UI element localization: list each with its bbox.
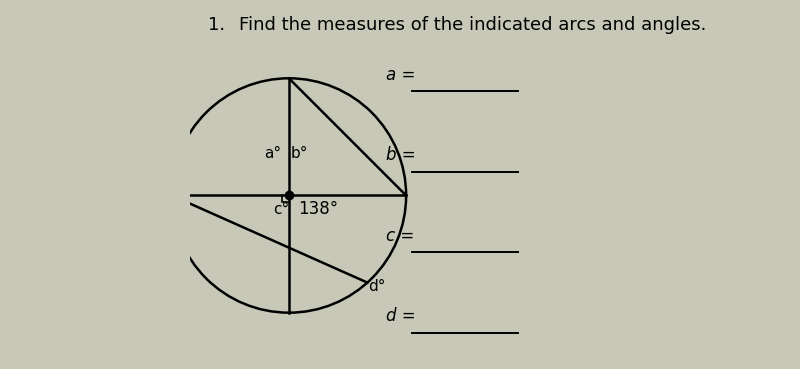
Text: c°: c° bbox=[273, 202, 289, 217]
Text: Find the measures of the indicated arcs and angles.: Find the measures of the indicated arcs … bbox=[239, 16, 707, 34]
Text: a =: a = bbox=[386, 66, 415, 84]
Text: a°: a° bbox=[264, 146, 281, 161]
Text: b =: b = bbox=[386, 146, 416, 164]
Text: d°: d° bbox=[368, 279, 386, 294]
Text: 138°: 138° bbox=[298, 200, 338, 218]
Text: c =: c = bbox=[386, 227, 414, 245]
Text: 1.: 1. bbox=[208, 16, 226, 34]
Text: d =: d = bbox=[386, 307, 416, 325]
Text: b°: b° bbox=[290, 146, 308, 161]
